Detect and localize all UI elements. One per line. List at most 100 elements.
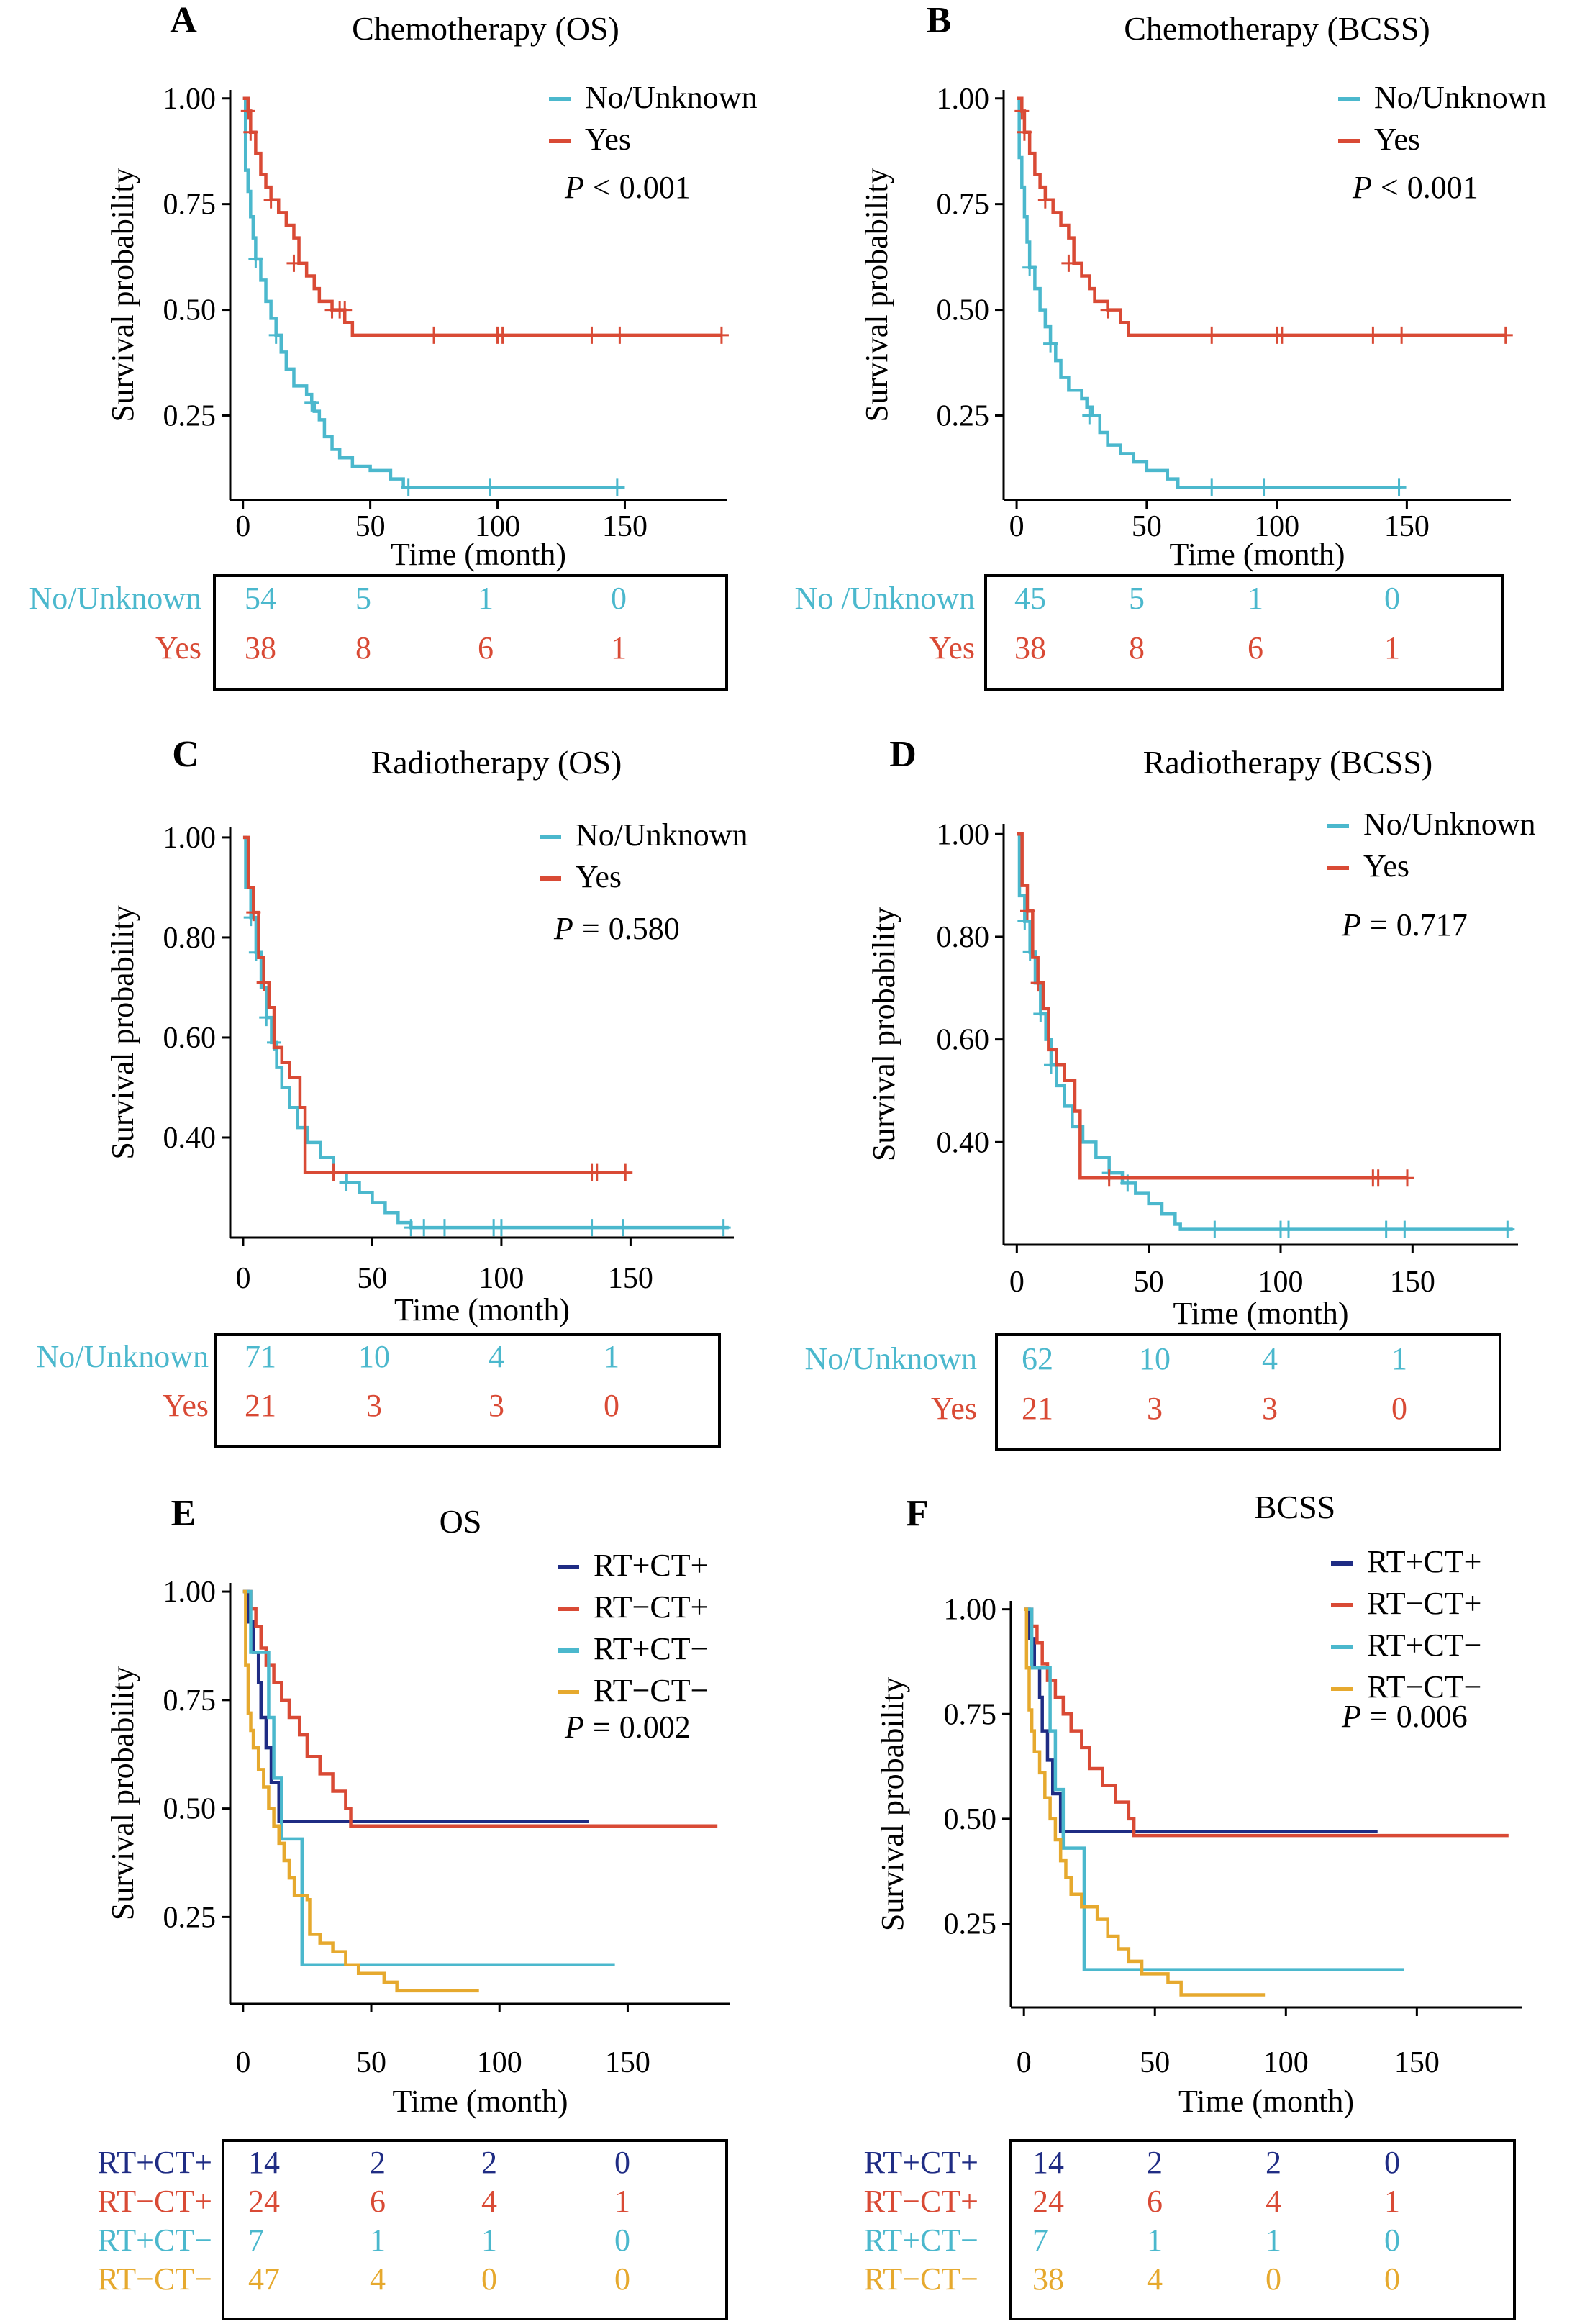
censor-mark [401,478,416,496]
panel-letter: D [889,734,917,775]
risk-table-cell: 4 [481,2184,497,2219]
censor-mark [248,250,263,268]
censor-mark [1022,943,1037,961]
risk-table-cell: 7 [248,2223,264,2258]
risk-table-cell: 71 [245,1339,276,1374]
censor-mark [246,904,261,922]
risk-table-cell: 0 [1266,2261,1281,2297]
x-tick-label: 100 [477,2046,522,2079]
y-tick-label: 1.00 [163,83,217,116]
risk-table-cell: 2 [370,2145,386,2180]
risk-table-cell: 0 [604,1388,619,1423]
risk-table-cell: 14 [248,2145,280,2180]
series-line-e-1 [242,1589,718,1828]
x-axis-label: Time (month) [1169,537,1345,572]
censor-mark [1371,1169,1386,1187]
y-tick-label: 0.60 [163,1022,217,1055]
y-tick-label: 1.00 [937,818,990,851]
risk-table-cell: 38 [245,630,276,666]
series-line-e-3 [242,1589,479,1993]
censor-mark [326,1163,341,1181]
censor-mark [1033,1004,1048,1022]
risk-table-cell: 6 [370,2184,386,2219]
risk-table-row-label: No/Unknown [804,1341,977,1376]
risk-table-row-label: RT−CT− [98,2261,212,2297]
y-tick-label: 0.80 [163,922,217,955]
chart-title: Radiotherapy (BCSS) [1143,744,1432,781]
x-tick-label: 0 [1009,510,1024,543]
series-line-c-0 [242,835,729,1230]
p-value-prefix: P [1352,170,1372,205]
series-line-f-1 [1024,1607,1509,1838]
censor-mark [615,1219,630,1237]
p-value-prefix: P [564,170,584,205]
legend-label: RT−CT− [1367,1669,1481,1705]
risk-table-cell: 54 [245,581,276,616]
p-value-number: 0.717 [1396,907,1468,943]
risk-table-cell: 0 [614,2261,630,2297]
y-tick-label: 1.00 [163,1576,217,1609]
panel-d: D Radiotherapy (BCSS) 0.40 0.60 0.80 1.00 0 50 1… [804,734,1536,1451]
p-value-prefix: P [1341,1699,1361,1734]
panel-c: C Radiotherapy (OS)0.400.600.801.000 50 100… [36,734,748,1448]
panel-letter: F [906,1493,929,1534]
risk-table-cell: 1 [481,2223,497,2258]
risk-table-cell: 3 [1147,1391,1163,1426]
x-tick-label: 50 [1132,510,1162,543]
panel-letter: E [171,1493,196,1534]
risk-table-cell: 5 [1129,581,1145,616]
censor-mark [1378,1220,1394,1238]
y-tick-label: 0.50 [944,1803,997,1836]
censor-mark [417,1219,432,1237]
panel-b: B Chemotherapy (BCSS)0.250.500.751.000 50 1… [794,0,1547,691]
risk-table-box [213,574,728,691]
risk-table-cell: 1 [1266,2223,1281,2258]
p-value: P = 0.580 [553,911,680,946]
y-tick-label: 0.75 [163,1684,217,1717]
censor-mark [427,326,442,344]
panel-letter: C [172,734,199,775]
risk-table-cell: 2 [1266,2145,1281,2180]
legend-label: RT−CT− [594,1673,708,1708]
series-line-d-1 [1017,832,1407,1180]
risk-table-cell: 8 [1129,630,1145,666]
legend-label: Yes [1374,122,1420,157]
p-value: P <0.001 [1352,170,1478,205]
risk-table-cell: 0 [1391,1391,1407,1426]
p-value-number: 0.002 [619,1710,691,1745]
x-axis-label: Time (month) [391,537,566,572]
x-tick-label: 50 [357,1262,387,1295]
legend-label: No/Unknown [585,80,758,115]
legend-label: RT+CT+ [594,1548,708,1583]
censor-mark [437,1219,452,1237]
series-line-a-0 [242,96,625,489]
censor-mark [618,1163,633,1181]
censor-mark [1274,326,1289,344]
censor-mark [1391,478,1407,496]
risk-table-cell: 38 [1014,630,1046,666]
censor-mark [1256,478,1271,496]
y-axis-label: Survival probability [866,907,901,1161]
risk-table-cell: 1 [1384,630,1400,666]
censor-mark [304,394,319,412]
series-line-a-1 [242,96,722,337]
panel-a: A Chemotherapy (OS)0.250.500.751.000 50 100… [29,0,758,691]
y-tick-label: 1.00 [937,83,990,116]
y-tick-label: 0.25 [163,1901,217,1934]
risk-table-cell: 10 [1139,1341,1171,1376]
chart-title: BCSS [1255,1489,1336,1525]
legend-label: RT+CT+ [1367,1544,1481,1579]
y-axis-label: Survival probability [105,1666,140,1920]
risk-table-box [214,1333,721,1448]
p-value: P = 0.717 [1341,907,1468,943]
legend-label: RT−CT+ [594,1589,708,1625]
x-tick-label: 100 [1263,2046,1309,2079]
censor-mark [286,254,301,272]
p-value: P <0.001 [564,170,691,205]
censor-mark [1207,1220,1222,1238]
legend-label: RT−CT+ [1367,1586,1481,1621]
legend-label: Yes [576,859,622,894]
chart-title: OS [440,1503,482,1540]
risk-table-cell: 0 [1384,581,1400,616]
